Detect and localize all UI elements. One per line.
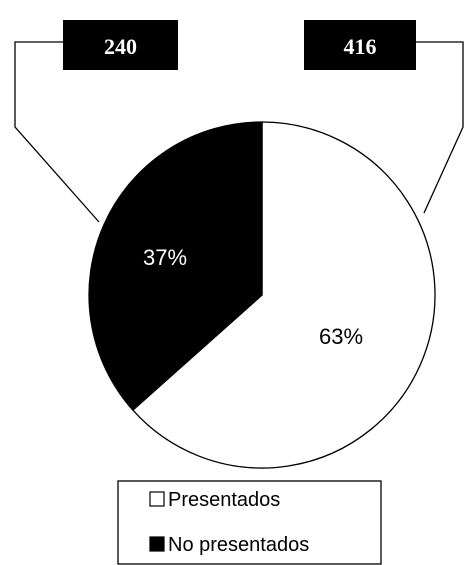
- callout-leader-presentados: [416, 41, 464, 214]
- callout-presentados: 416: [304, 20, 416, 70]
- slice-label-presentados: 63%: [319, 324, 363, 349]
- callout-value-no-presentados: 240: [104, 34, 137, 59]
- pie-slice-presentados: [131, 121, 436, 469]
- legend-item-no-presentados: No presentados: [149, 534, 309, 556]
- legend-label-presentados: Presentados: [168, 489, 280, 511]
- legend-label-no-presentados: No presentados: [168, 534, 309, 556]
- callout-value-presentados: 416: [344, 34, 377, 59]
- legend-swatch-no-presentados: [149, 536, 165, 552]
- legend-item-presentados: Presentados: [149, 489, 280, 511]
- callout-no-presentados: 240: [63, 20, 178, 70]
- slice-label-no-presentados: 37%: [143, 245, 187, 270]
- callout-leader-no-presentados: [14, 41, 100, 223]
- pie-slice-no-presentados: [88, 121, 263, 412]
- legend: Presentados No presentados: [117, 480, 382, 565]
- legend-swatch-presentados: [149, 491, 165, 507]
